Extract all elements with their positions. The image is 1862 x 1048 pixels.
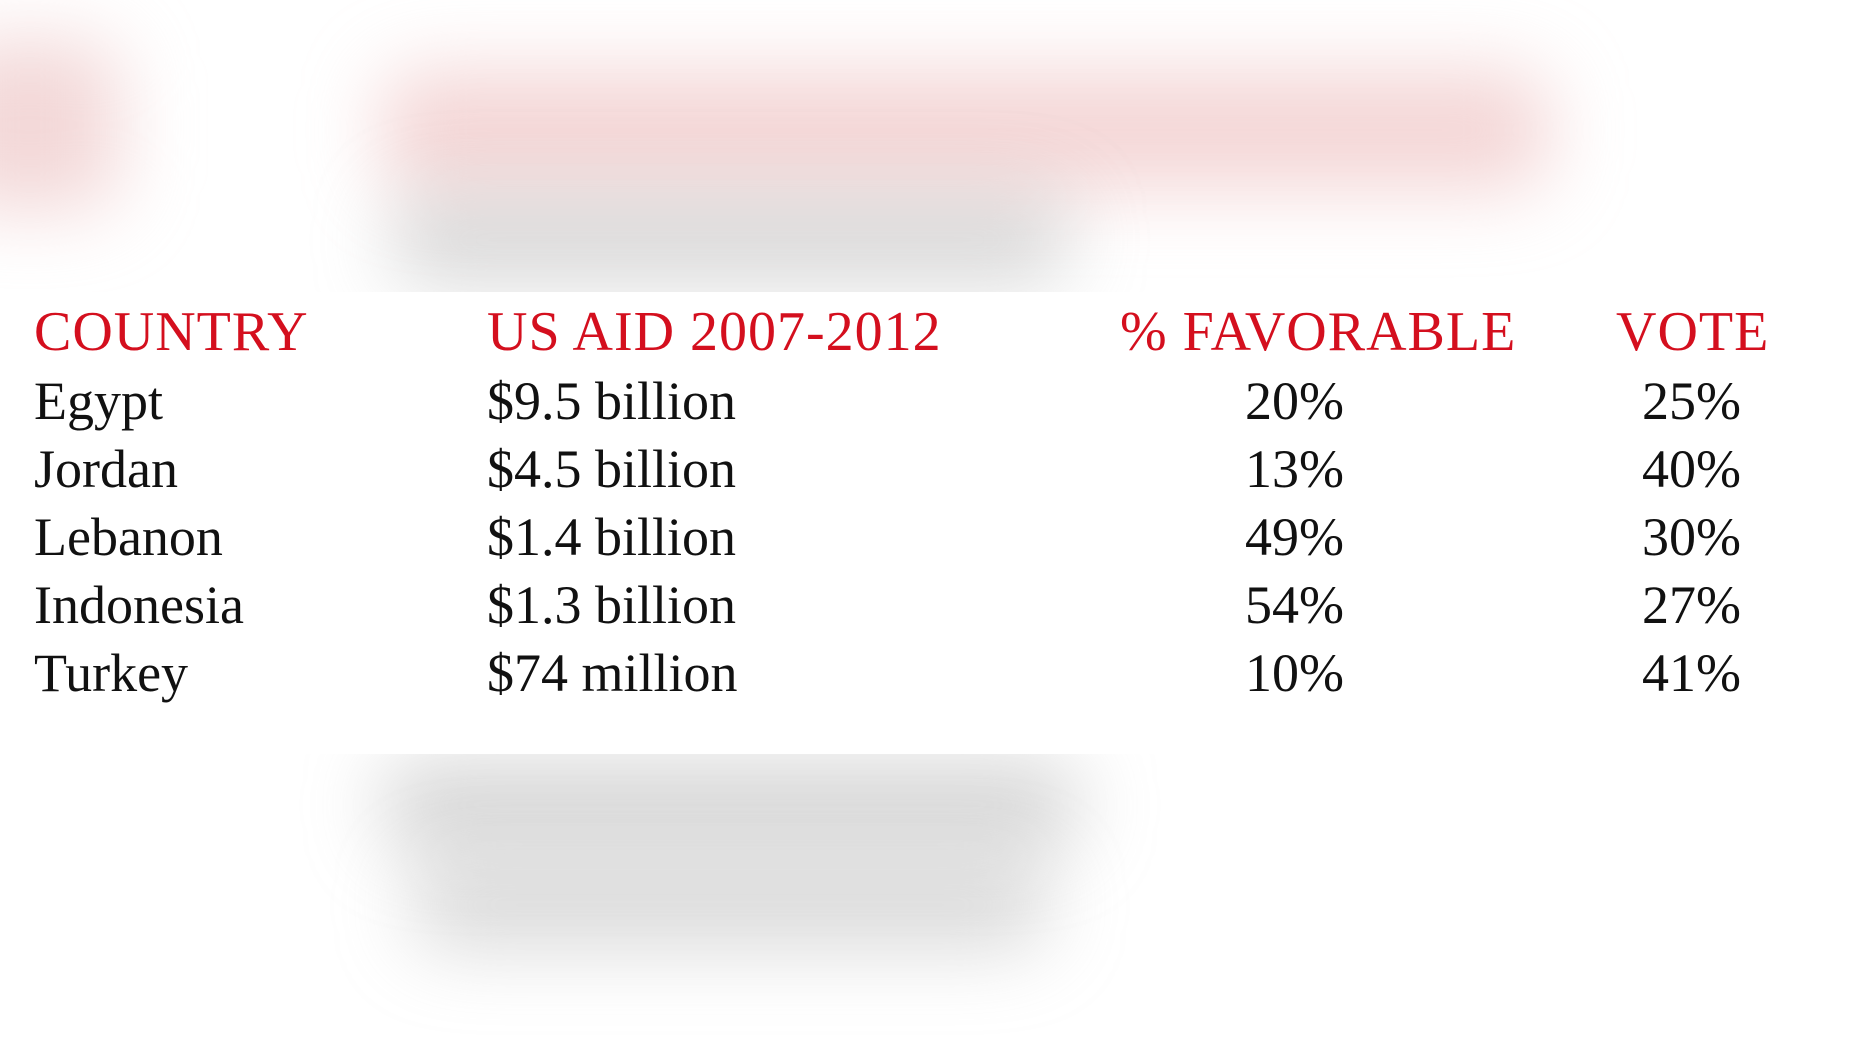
table-row: Indonesia $1.3 billion 54% 27% (0, 568, 1862, 636)
header-row: COUNTRY US AID 2007-2012 % FAVORABLE VOT… (0, 292, 1862, 364)
table-row: Lebanon $1.4 billion 49% 30% (0, 500, 1862, 568)
vote-cell: 41% (1642, 643, 1741, 703)
country-cell: Lebanon (34, 507, 223, 567)
blurred-background-band (390, 195, 1070, 285)
table-row: Egypt $9.5 billion 20% 25% (0, 364, 1862, 432)
vote-cell: 30% (1642, 507, 1741, 567)
favorable-cell: 20% (1245, 371, 1344, 431)
us-aid-cell: $74 million (487, 643, 738, 703)
table-row: Jordan $4.5 billion 13% 40% (0, 432, 1862, 500)
favorable-cell: 49% (1245, 507, 1344, 567)
vote-cell: 40% (1642, 439, 1741, 499)
vote-cell: 27% (1642, 575, 1741, 635)
us-aid-cell: $4.5 billion (487, 439, 737, 499)
column-header-favorable: % FAVORABLE (1120, 301, 1517, 363)
data-table: COUNTRY US AID 2007-2012 % FAVORABLE VOT… (0, 292, 1862, 704)
blurred-background-band (380, 70, 1550, 190)
us-aid-cell: $1.4 billion (487, 507, 737, 567)
country-cell: Indonesia (34, 575, 244, 635)
favorable-cell: 13% (1245, 439, 1344, 499)
blurred-background-band (380, 760, 1080, 850)
country-cell: Turkey (34, 643, 189, 703)
country-cell: Egypt (34, 371, 163, 431)
country-cell: Jordan (34, 439, 178, 499)
vote-cell: 25% (1642, 371, 1741, 431)
column-header-vote: VOTE (1616, 301, 1770, 363)
blurred-background-band (0, 40, 120, 210)
us-aid-cell: $9.5 billion (487, 371, 737, 431)
table-panel: COUNTRY US AID 2007-2012 % FAVORABLE VOT… (0, 292, 1862, 754)
column-header-country: COUNTRY (34, 301, 309, 363)
table-row: Turkey $74 million 10% 41% (0, 636, 1862, 704)
column-header-us-aid: US AID 2007-2012 (487, 301, 942, 363)
blurred-background-band (410, 860, 1050, 950)
favorable-cell: 10% (1245, 643, 1344, 703)
favorable-cell: 54% (1245, 575, 1344, 635)
us-aid-cell: $1.3 billion (487, 575, 737, 635)
